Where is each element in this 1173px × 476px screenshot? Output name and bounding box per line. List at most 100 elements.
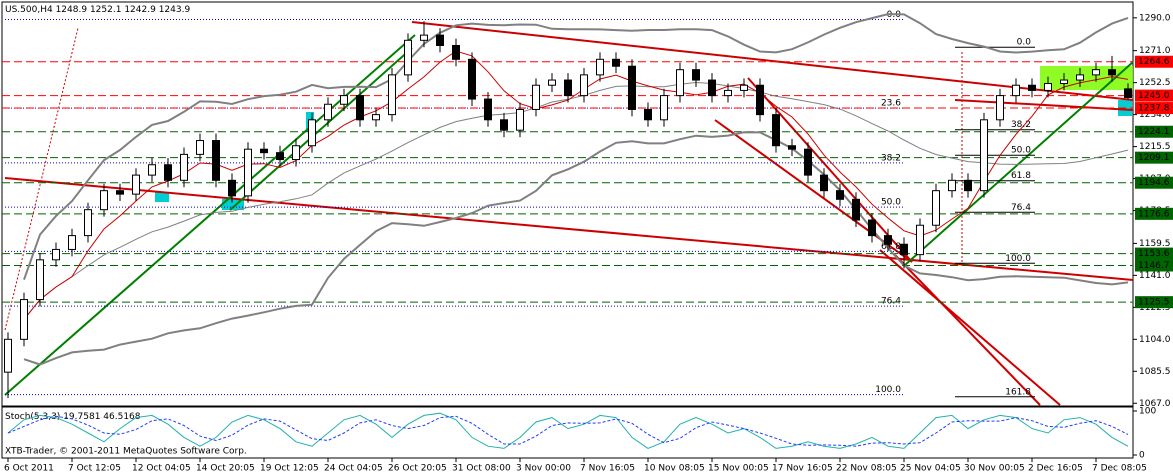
last-low: 1242.9 [124, 5, 156, 15]
price-level-tag [1135, 125, 1173, 138]
x-tick-label: 25 Nov 04:05 [900, 464, 961, 474]
candle-body [132, 174, 140, 195]
candle-body [980, 119, 988, 192]
candle-body [564, 79, 572, 97]
candle-body [484, 98, 492, 121]
price-level-label: 1194.6 [1138, 178, 1170, 188]
candle-body [404, 39, 412, 76]
y-tick-label: 1290.0 [1139, 13, 1171, 23]
candle-body [436, 34, 444, 46]
price-level-label: 1224.1 [1138, 127, 1170, 137]
candle-body [148, 164, 156, 176]
candle-body [100, 190, 108, 211]
fib-label: 100.0 [1005, 254, 1031, 264]
symbol: US.500,H4 [5, 5, 53, 15]
candle-body [964, 179, 972, 192]
candle-body [468, 58, 476, 100]
y-tick-label: 100 [1139, 407, 1156, 417]
candle-body [244, 148, 252, 197]
candle-body [532, 84, 540, 110]
chart-title: US.500,H4 1248.9 1252.1 1242.9 1243.9 [5, 5, 190, 15]
fib-label: 0.0 [1017, 38, 1032, 48]
candle-body [420, 34, 428, 41]
x-tick-label: 31 Oct 08:00 [452, 464, 511, 474]
candle-body [948, 179, 956, 192]
candle-body [68, 235, 76, 250]
candle-body [308, 119, 316, 147]
candle-body [452, 44, 460, 60]
candle-body [772, 114, 780, 147]
candle-body [1108, 69, 1116, 76]
y-tick-label: 1067.0 [1139, 399, 1171, 409]
stoch-main-last: 19.7581 [63, 412, 100, 422]
x-tick-label: 15 Nov 00:05 [708, 464, 769, 474]
trendline [894, 254, 1041, 406]
price-level-tag [1135, 296, 1173, 309]
x-tick-label: 22 Nov 08:05 [836, 464, 897, 474]
candle-body [516, 108, 524, 131]
bollinger-lower [23, 131, 1129, 366]
fib-label: 100.0 [875, 385, 901, 395]
fib-label: 161.8 [1005, 387, 1031, 397]
stoch-line [7, 415, 1129, 447]
candle-body [868, 219, 876, 237]
trendline [4, 177, 1134, 281]
fib-label: 23.6 [881, 99, 901, 109]
price-level-label: 1245.0 [1138, 91, 1170, 101]
x-tick-label: 6 Oct 2011 [4, 464, 54, 474]
indicator-name: Stoch(5,3,3) [5, 412, 60, 422]
candle-body [660, 95, 668, 121]
candle-body [692, 69, 700, 81]
fib-label: 76.4 [1011, 203, 1031, 213]
candle-body [1028, 84, 1036, 91]
y-tick-label: 1159.5 [1139, 239, 1171, 249]
price-level-label: 1264.6 [1138, 57, 1170, 67]
candle-body [644, 108, 652, 121]
candle-body [932, 190, 940, 226]
candle-body [756, 84, 764, 116]
candle-body [276, 152, 284, 161]
fib-label: 61.8 [1011, 171, 1031, 181]
x-tick-label: 19 Oct 12:05 [260, 464, 319, 474]
candle-body [196, 140, 204, 155]
y-tick-label: 1104.0 [1139, 335, 1171, 345]
candle-body [212, 140, 220, 181]
candle-body [292, 145, 300, 161]
candle-body [324, 103, 332, 121]
y-tick-label: 1271.0 [1139, 46, 1171, 56]
bollinger-middle [23, 81, 1129, 320]
candle-body [820, 174, 828, 192]
fib-label: 76.4 [881, 297, 901, 307]
price-level-label: 1176.6 [1138, 209, 1170, 219]
fib-label: 38.2 [1011, 120, 1031, 130]
candle-body [52, 248, 60, 261]
y-tick-label: 1085.5 [1139, 367, 1171, 377]
candle-body [612, 58, 620, 67]
stoch-signal-last: 46.5168 [103, 412, 140, 422]
last-close: 1243.9 [159, 5, 191, 15]
candle-body [804, 148, 812, 176]
candle-body [180, 153, 188, 181]
candle-body [1012, 84, 1020, 97]
candle-body [708, 79, 716, 97]
y-tick-label: 1215.5 [1139, 142, 1171, 152]
price-level-label: 1125.5 [1138, 298, 1170, 308]
candle-body [628, 65, 636, 110]
price-level-tag [1135, 102, 1173, 115]
price-level-tag [1135, 247, 1173, 260]
x-tick-label: 30 Nov 00:05 [964, 464, 1025, 474]
candle-body [164, 164, 172, 181]
candle-body [340, 95, 348, 105]
trendline [4, 34, 416, 396]
x-tick-label: 7 Nov 16:05 [580, 464, 635, 474]
x-tick-label: 17 Nov 16:05 [772, 464, 833, 474]
candle-body [1092, 69, 1100, 76]
candle-body [1060, 79, 1068, 85]
candle-body [916, 224, 924, 256]
candle-body [1124, 88, 1132, 99]
candle-body [1044, 83, 1052, 91]
stoch-pane [1, 406, 1134, 459]
x-tick-label: 10 Nov 08:05 [644, 464, 705, 474]
y-tick-label: 1141.0 [1139, 271, 1171, 281]
price-level-tag [1135, 259, 1173, 272]
